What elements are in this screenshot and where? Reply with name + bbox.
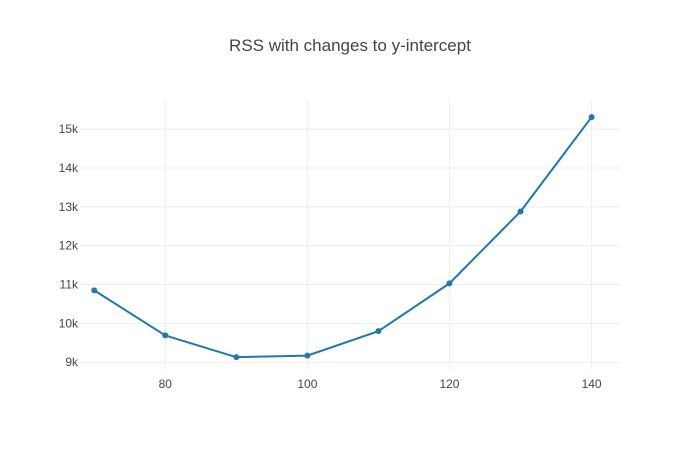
y-tick-label: 13k (59, 200, 79, 214)
data-point (233, 354, 240, 361)
tick-layer: 80 100 120 140 9k 10k 11k 12k 13k 14k 15k (59, 122, 602, 391)
y-tick-label: 15k (59, 122, 79, 136)
chart-title: RSS with changes to y-intercept (229, 36, 471, 55)
x-tick-label: 140 (582, 377, 602, 391)
data-point (446, 280, 453, 287)
data-point (304, 352, 311, 359)
series-layer (91, 114, 595, 361)
y-tick-label: 9k (65, 355, 79, 369)
y-tick-label: 12k (59, 239, 79, 253)
x-tick-label: 100 (297, 377, 317, 391)
data-point (162, 332, 169, 339)
x-tick-label: 120 (439, 377, 459, 391)
data-point (588, 114, 595, 121)
y-tick-label: 11k (60, 278, 79, 292)
y-tick-label: 10k (59, 316, 79, 330)
data-point (91, 287, 98, 294)
data-point (375, 328, 382, 335)
y-tick-label: 14k (59, 161, 79, 175)
x-tick-label: 80 (159, 377, 173, 391)
data-point (517, 208, 524, 215)
grid-layer (80, 100, 620, 370)
series-line (93, 116, 593, 359)
